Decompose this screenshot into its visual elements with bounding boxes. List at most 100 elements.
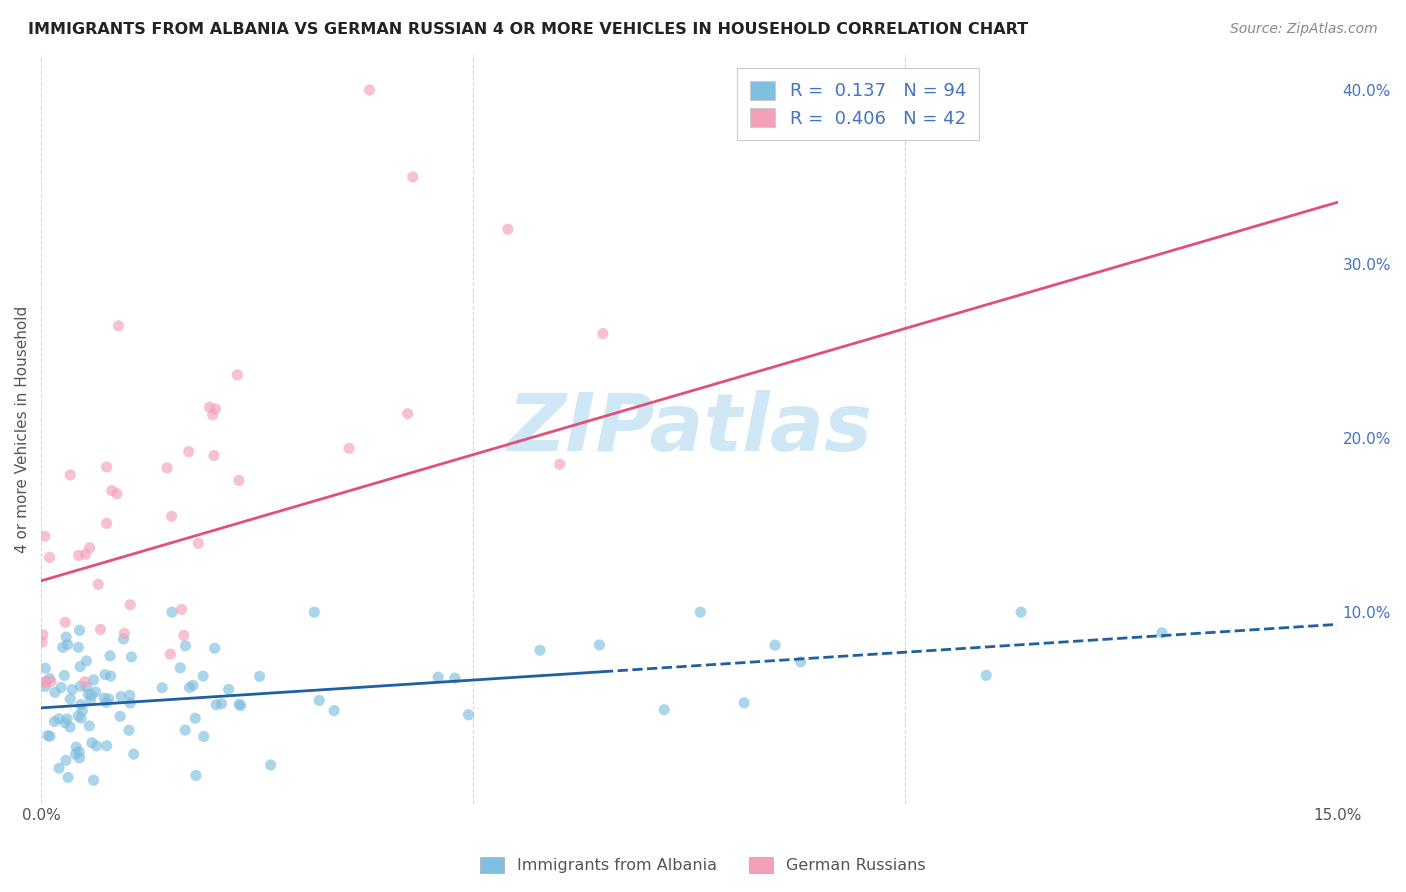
Point bbox=[48, 761, 70, 775]
Point bbox=[193, 730, 215, 744]
Point bbox=[96, 460, 118, 475]
Point bbox=[198, 401, 221, 415]
Y-axis label: 4 or more Vehicles in Household: 4 or more Vehicles in Household bbox=[15, 306, 30, 553]
Point bbox=[201, 408, 224, 422]
Point bbox=[34, 680, 56, 694]
Point bbox=[118, 688, 141, 702]
Point bbox=[31, 635, 53, 649]
Point bbox=[112, 626, 135, 640]
Point bbox=[177, 444, 200, 458]
Point bbox=[218, 682, 240, 697]
Point bbox=[70, 711, 93, 725]
Point bbox=[205, 698, 228, 712]
Point bbox=[100, 669, 122, 683]
Point bbox=[118, 723, 141, 738]
Point bbox=[150, 681, 173, 695]
Point bbox=[56, 638, 79, 652]
Point bbox=[83, 773, 105, 788]
Point bbox=[184, 768, 207, 782]
Point bbox=[65, 747, 87, 762]
Point bbox=[444, 671, 467, 685]
Point bbox=[174, 639, 197, 653]
Point bbox=[652, 703, 675, 717]
Point bbox=[38, 550, 60, 565]
Point bbox=[55, 630, 77, 644]
Point bbox=[94, 667, 117, 681]
Point bbox=[159, 647, 181, 661]
Point bbox=[34, 529, 56, 543]
Point bbox=[160, 509, 183, 524]
Point bbox=[79, 541, 101, 555]
Point bbox=[229, 698, 252, 713]
Point bbox=[592, 326, 614, 341]
Point bbox=[53, 715, 76, 730]
Point bbox=[59, 467, 82, 482]
Point bbox=[97, 692, 120, 706]
Point bbox=[75, 654, 97, 668]
Point bbox=[204, 401, 226, 416]
Point bbox=[101, 483, 124, 498]
Point bbox=[60, 682, 83, 697]
Point bbox=[120, 598, 142, 612]
Point bbox=[110, 690, 132, 704]
Point bbox=[789, 655, 811, 669]
Text: ZIPatlas: ZIPatlas bbox=[508, 391, 872, 468]
Point bbox=[173, 628, 195, 642]
Point bbox=[304, 605, 326, 619]
Point bbox=[974, 668, 997, 682]
Point bbox=[396, 407, 419, 421]
Point bbox=[496, 222, 519, 236]
Point bbox=[427, 670, 450, 684]
Point bbox=[588, 638, 610, 652]
Point bbox=[1010, 605, 1032, 619]
Point bbox=[44, 714, 66, 729]
Point bbox=[120, 696, 142, 710]
Text: IMMIGRANTS FROM ALBANIA VS GERMAN RUSSIAN 4 OR MORE VEHICLES IN HOUSEHOLD CORREL: IMMIGRANTS FROM ALBANIA VS GERMAN RUSSIA… bbox=[28, 22, 1028, 37]
Point bbox=[105, 486, 128, 500]
Point bbox=[93, 691, 115, 706]
Point bbox=[108, 709, 131, 723]
Point bbox=[79, 692, 101, 706]
Point bbox=[529, 643, 551, 657]
Point bbox=[39, 674, 62, 689]
Point bbox=[34, 674, 56, 689]
Point bbox=[308, 693, 330, 707]
Point bbox=[457, 707, 479, 722]
Point bbox=[76, 680, 98, 694]
Point bbox=[1150, 625, 1173, 640]
Point bbox=[55, 753, 77, 767]
Point bbox=[359, 83, 381, 97]
Point bbox=[67, 709, 90, 723]
Point bbox=[174, 723, 197, 738]
Legend: Immigrants from Albania, German Russians: Immigrants from Albania, German Russians bbox=[474, 850, 932, 880]
Point bbox=[69, 679, 91, 693]
Point bbox=[87, 577, 110, 591]
Point bbox=[228, 474, 250, 488]
Point bbox=[187, 536, 209, 550]
Point bbox=[69, 659, 91, 673]
Point bbox=[65, 740, 87, 755]
Point bbox=[38, 672, 60, 686]
Point bbox=[179, 681, 201, 695]
Point bbox=[763, 638, 786, 652]
Point bbox=[56, 771, 79, 785]
Point bbox=[34, 674, 56, 689]
Point bbox=[67, 549, 90, 563]
Point bbox=[260, 758, 283, 772]
Point bbox=[59, 720, 82, 734]
Point bbox=[69, 624, 91, 638]
Point bbox=[170, 602, 193, 616]
Point bbox=[79, 719, 101, 733]
Point bbox=[89, 623, 111, 637]
Point bbox=[184, 711, 207, 725]
Point bbox=[52, 640, 75, 655]
Point bbox=[48, 712, 70, 726]
Point bbox=[689, 605, 711, 619]
Point bbox=[202, 449, 225, 463]
Point bbox=[96, 695, 118, 709]
Point bbox=[160, 605, 183, 619]
Point bbox=[249, 669, 271, 683]
Point bbox=[96, 739, 118, 753]
Point bbox=[53, 668, 76, 682]
Legend: R =  0.137   N = 94, R =  0.406   N = 42: R = 0.137 N = 94, R = 0.406 N = 42 bbox=[737, 68, 979, 140]
